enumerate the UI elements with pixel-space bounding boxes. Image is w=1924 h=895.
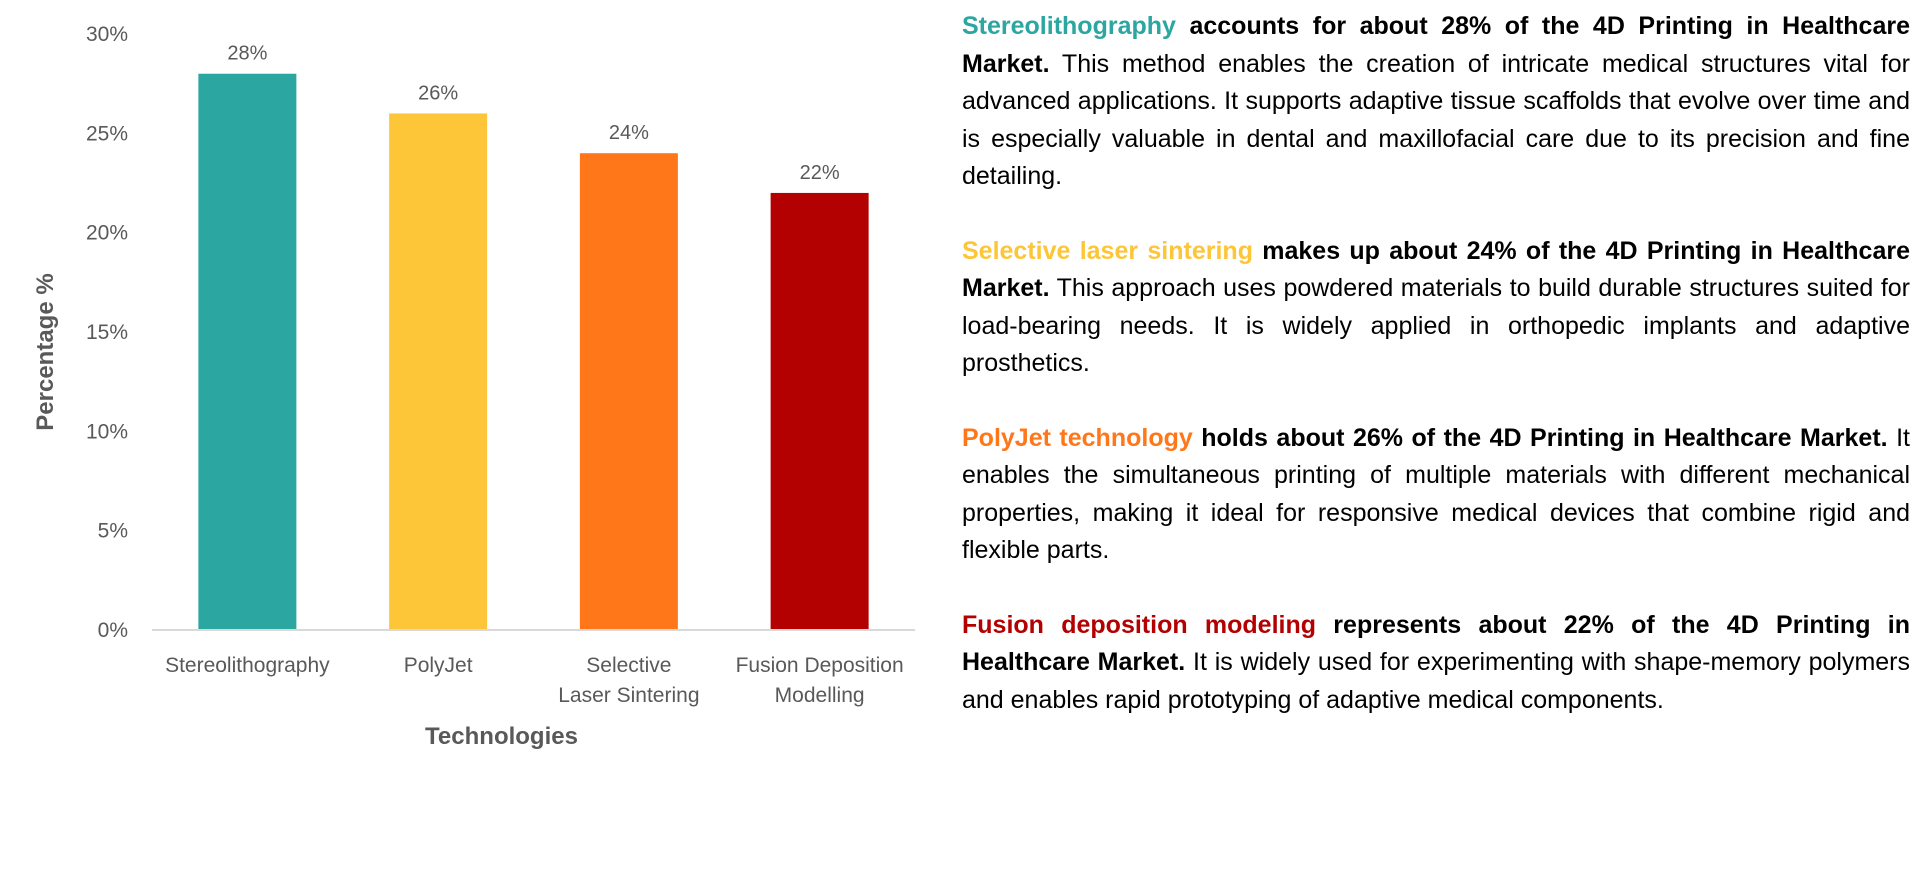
x-category-label: Fusion Deposition — [736, 654, 904, 677]
bar — [770, 192, 869, 630]
paragraph-body: This method enables the creation of intr… — [962, 49, 1910, 191]
x-axis-category-labels: Stereolithography PolyJet Selective Laser S… — [165, 654, 904, 707]
y-tick-label: 10% — [86, 420, 128, 443]
x-category-label: PolyJet — [404, 654, 473, 677]
data-label: 24% — [609, 122, 649, 144]
paragraph-lead: PolyJet technology — [962, 423, 1193, 452]
paragraph-lead: Selective laser sintering — [962, 236, 1253, 265]
bar — [389, 113, 488, 630]
paragraph-polyjet: PolyJet technology holds about 26% of th… — [962, 420, 1910, 570]
data-label: 26% — [418, 82, 458, 104]
x-category-label: Modelling — [775, 684, 865, 707]
paragraph-claim: holds about 26% of the 4D Printing in He… — [1192, 423, 1888, 452]
y-tick-label: 20% — [86, 222, 128, 245]
paragraph-lead: Stereolithography — [962, 12, 1176, 40]
y-tick-label: 15% — [86, 321, 128, 344]
x-category-label: Laser Sintering — [558, 684, 699, 707]
paragraph-body: It enables the simultaneous printing of … — [962, 423, 1910, 565]
paragraph-selective-laser-sintering: Selective laser sintering makes up about… — [962, 233, 1910, 383]
y-tick-label: 30% — [86, 23, 128, 46]
paragraph-body: It is widely used for experimenting with… — [962, 648, 1910, 714]
paragraph-stereolithography: Stereolithography accounts for about 28%… — [962, 8, 1910, 196]
x-category-label: Stereolithography — [165, 654, 330, 677]
paragraph-body: This approach uses powdered materials to… — [962, 274, 1910, 377]
bar — [198, 73, 297, 630]
data-label: 22% — [800, 162, 840, 184]
paragraph-fusion-deposition-modeling: Fusion deposition modeling represents ab… — [962, 607, 1910, 720]
y-tick-label: 5% — [98, 520, 128, 543]
data-label: 28% — [227, 43, 267, 65]
bar-chart-svg: 0% 5% 10% 15% 20% 25% 30% 28% 26% 24% 22% Stereol… — [32, 23, 915, 750]
bars — [198, 73, 869, 630]
paragraph-lead: Fusion deposition modeling — [962, 610, 1317, 639]
data-labels: 28% 26% 24% 22% — [227, 43, 839, 184]
description-panel: Stereolithography accounts for about 28%… — [962, 8, 1910, 756]
bar-chart: 0% 5% 10% 15% 20% 25% 30% 28% 26% 24% 22% Stereol… — [0, 0, 930, 780]
x-axis-title: Technologies — [425, 723, 578, 750]
paragraph-claim: makes up about 24% of the 4D Printing in… — [962, 236, 1910, 303]
y-axis-ticks: 0% 5% 10% 15% 20% 25% 30% — [86, 23, 128, 642]
y-tick-label: 0% — [98, 619, 128, 642]
x-category-label: Selective — [586, 654, 671, 677]
y-tick-label: 25% — [86, 122, 128, 145]
bar — [579, 153, 678, 630]
y-axis-title: Percentage % — [32, 273, 59, 430]
paragraph-claim: represents about 22% of the 4D Printing … — [962, 610, 1910, 677]
paragraph-claim: accounts for about 28% of the 4D Printin… — [962, 12, 1910, 78]
